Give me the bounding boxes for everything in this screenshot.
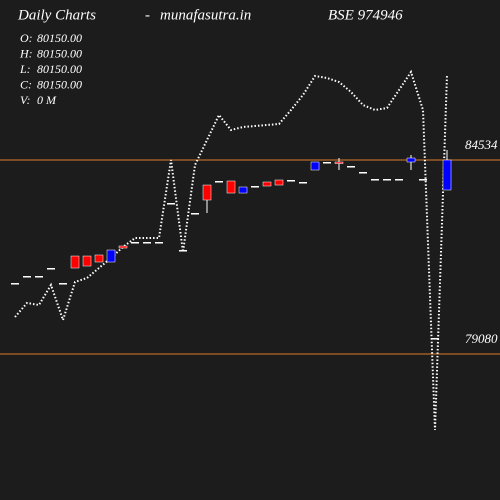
candle-body <box>334 161 344 164</box>
candle-body <box>47 268 55 270</box>
level-label: 84534 <box>465 137 498 152</box>
candle-body <box>191 213 199 215</box>
candle-body <box>167 203 175 205</box>
info-label: C: <box>20 77 32 91</box>
info-value: 80150.00 <box>37 62 82 76</box>
candle-body <box>82 255 92 267</box>
candle-body <box>118 245 128 249</box>
candle-body <box>359 172 367 174</box>
candle-body <box>310 161 320 171</box>
candle-body <box>143 242 151 244</box>
info-value: 80150.00 <box>37 46 82 60</box>
line-series <box>14 69 448 431</box>
candle-body <box>383 179 391 181</box>
info-value: 0 M <box>37 93 57 107</box>
info-value: 80150.00 <box>37 31 82 45</box>
info-label: O: <box>20 31 33 45</box>
candle-body <box>59 283 67 285</box>
candle-body <box>215 181 223 183</box>
level-label: 79080 <box>465 331 498 346</box>
candle-body <box>395 179 403 181</box>
candle-body <box>262 181 272 187</box>
symbol: BSE 974946 <box>328 7 403 23</box>
candle-body <box>131 242 139 244</box>
info-label: L: <box>19 62 31 76</box>
candle-body <box>371 179 379 181</box>
candle-body <box>179 250 187 252</box>
candle-body <box>251 186 259 188</box>
candle-body <box>155 242 163 244</box>
candle-body <box>299 181 307 184</box>
candle-body <box>347 166 355 168</box>
candle-body <box>70 255 80 269</box>
candle-body <box>406 157 416 163</box>
candle-body <box>431 338 439 340</box>
candle-body <box>11 283 19 285</box>
candle-body <box>35 276 43 278</box>
info-value: 80150.00 <box>37 77 82 91</box>
separator: - <box>145 7 150 23</box>
chart-title: Daily Charts <box>17 7 96 23</box>
candle-body <box>23 276 31 278</box>
info-label: V: <box>20 93 31 107</box>
candle-body <box>106 249 116 263</box>
candle-body <box>287 180 295 182</box>
info-label: H: <box>19 46 33 60</box>
candle-body <box>323 162 331 164</box>
candle-body <box>202 184 212 201</box>
candle-body <box>274 179 284 186</box>
candle-body <box>442 159 452 191</box>
candle-body <box>94 254 104 263</box>
site: munafasutra.in <box>160 7 251 23</box>
candle-body <box>238 186 248 194</box>
candle-body <box>226 180 236 194</box>
candle-body <box>419 179 427 181</box>
